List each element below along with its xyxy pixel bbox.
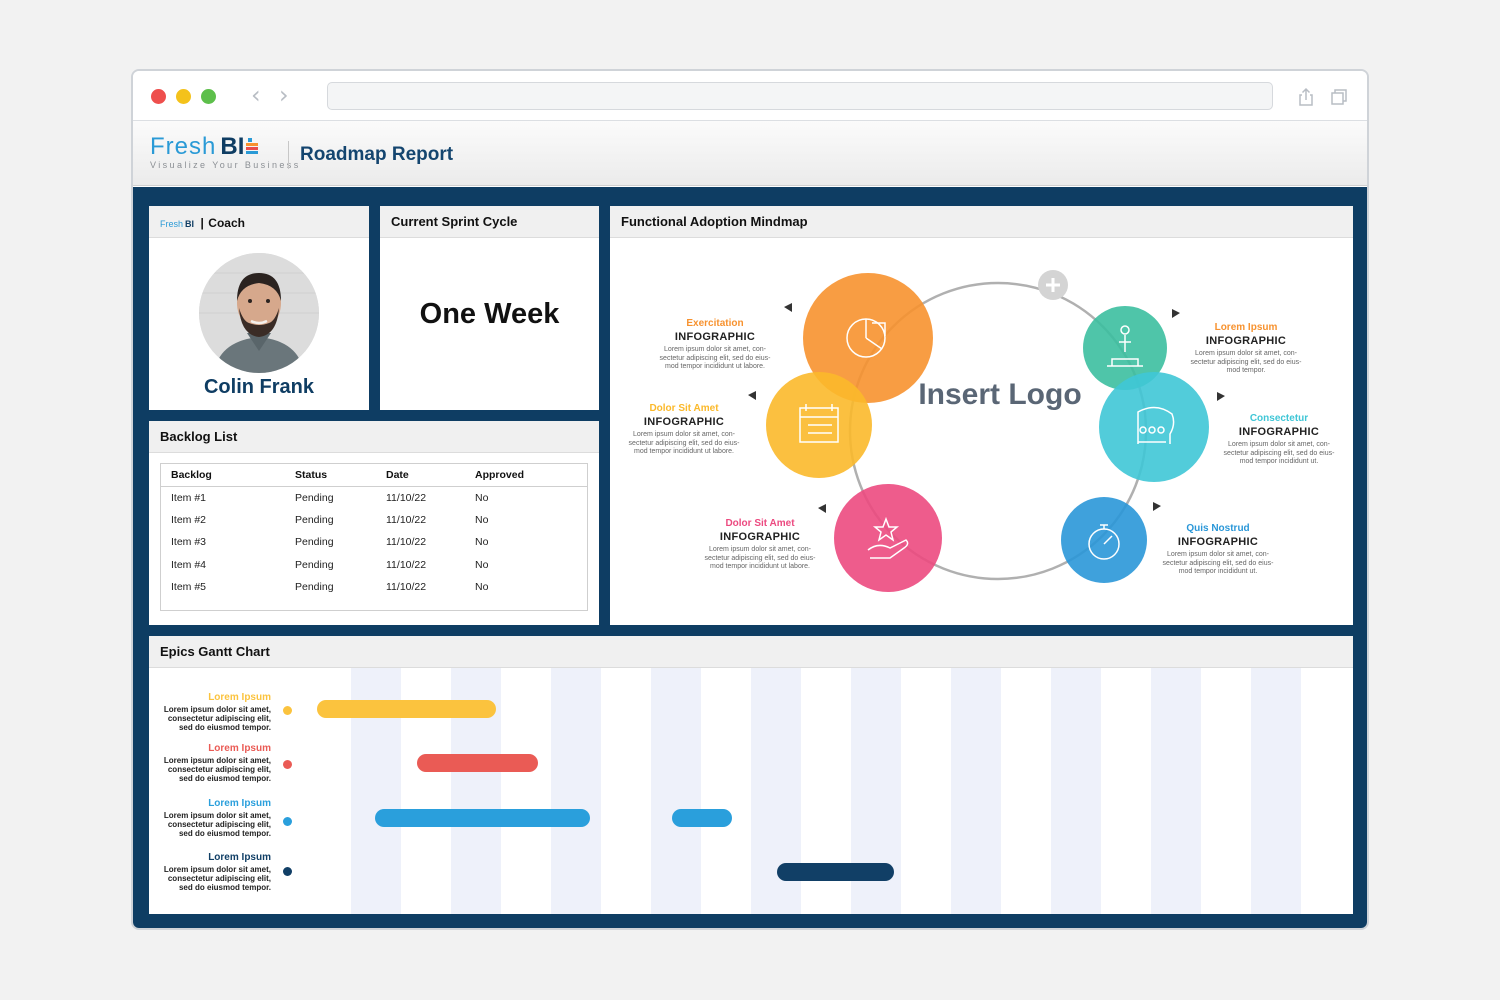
minimize-window-button[interactable]: [176, 89, 191, 104]
head-team-icon: [1137, 406, 1175, 444]
table-cell: Item #5: [171, 581, 207, 594]
table-cell: Pending: [295, 513, 334, 526]
table-row[interactable]: Item #5 Pending 11/10/22 No: [161, 576, 587, 599]
sprint-card-title: Current Sprint Cycle: [391, 214, 518, 229]
table-cell: Pending: [295, 491, 334, 504]
podium-icon: [1107, 325, 1143, 367]
table-cell: Item #1: [171, 491, 207, 504]
table-cell: 11/10/22: [386, 558, 427, 571]
page-title: Roadmap Report: [300, 144, 454, 165]
maximize-window-button[interactable]: [201, 89, 216, 104]
mindmap-label-exercitation: Exercitation INFOGRAPHIC Lorem ipsum dol…: [659, 318, 771, 370]
gantt-row-label: Lorem Ipsum Lorem ipsum dolor sit amet, …: [163, 798, 271, 838]
table-row[interactable]: Item #3 Pending 11/10/22 No: [161, 531, 587, 554]
mindmap-node-orange[interactable]: [803, 273, 933, 403]
mindmap-node-blue[interactable]: [1061, 497, 1147, 583]
forward-arrow-icon[interactable]: ›: [279, 81, 289, 109]
timeline-column: [1251, 668, 1301, 914]
gantt-card: Epics Gantt Chart Lorem Ipsum Lorem ipsu…: [149, 636, 1353, 914]
column-header[interactable]: Approved: [465, 464, 587, 487]
sprint-value: One Week: [419, 298, 560, 330]
table-cell: Pending: [295, 536, 334, 549]
gantt-row-dot: [283, 706, 292, 715]
mindmap-node-pink[interactable]: [834, 484, 942, 592]
star-hand-icon: [867, 516, 909, 559]
timeline-column: [1151, 668, 1201, 914]
mindmap-card-title: Functional Adoption Mindmap: [621, 214, 808, 229]
backlog-table: Backlog Status Date Approved Item #1 Pen…: [160, 463, 588, 611]
table-cell: No: [475, 581, 489, 594]
app-header: Fresh BI Visualize Your Business Roadmap …: [133, 121, 1367, 186]
table-cell: 11/10/22: [386, 491, 427, 504]
gantt-bar[interactable]: [317, 700, 496, 718]
table-cell: Item #3: [171, 536, 207, 549]
mindmap-diagram: [748, 270, 1225, 592]
share-icon[interactable]: [1296, 87, 1316, 107]
sprint-card: Current Sprint Cycle One Week: [380, 206, 599, 410]
gantt-row-dot: [283, 817, 292, 826]
timeline-column: [551, 668, 601, 914]
table-cell: Pending: [295, 581, 334, 594]
gantt-bar[interactable]: [417, 754, 538, 772]
header-divider: [288, 141, 289, 169]
table-cell: No: [475, 558, 489, 571]
coach-card: Fresh BI | Coach: [149, 206, 369, 410]
table-cell: 11/10/22: [386, 536, 427, 549]
pie-chart-icon: [846, 318, 886, 358]
logo-bars-icon: [246, 138, 259, 154]
table-cell: 11/10/22: [386, 513, 427, 526]
table-cell: Item #4: [171, 558, 207, 571]
column-header[interactable]: Date: [376, 464, 465, 487]
table-cell: Item #2: [171, 513, 207, 526]
mindmap-label-quis: Quis Nostrud INFOGRAPHIC Lorem ipsum dol…: [1162, 523, 1274, 575]
gantt-row-label: Lorem Ipsum Lorem ipsum dolor sit amet, …: [163, 743, 271, 783]
pointer-arrows: [748, 303, 1225, 513]
gantt-row-dot: [283, 867, 292, 876]
column-header[interactable]: Status: [285, 464, 376, 487]
table-row[interactable]: Item #4 Pending 11/10/22 No: [161, 554, 587, 577]
dashboard-canvas: Fresh BI | Coach: [133, 187, 1367, 928]
gantt-row-label: Lorem Ipsum Lorem ipsum dolor sit amet, …: [163, 852, 271, 892]
mindmap-label-consectetur: Consectetur INFOGRAPHIC Lorem ipsum dolo…: [1223, 413, 1335, 465]
timeline-column: [651, 668, 701, 914]
back-arrow-icon[interactable]: ‹: [251, 81, 261, 109]
browser-window: ‹ › Fresh BI Visualize Your Business Road…: [131, 69, 1369, 930]
insert-logo-placeholder[interactable]: Insert Logo: [918, 378, 1082, 411]
calendar-icon: [799, 404, 839, 443]
gantt-card-title: Epics Gantt Chart: [160, 644, 270, 659]
add-node-button[interactable]: [1038, 270, 1068, 300]
table-cell: 11/10/22: [386, 581, 427, 594]
coach-name: Colin Frank: [203, 376, 314, 398]
mindmap-card: Functional Adoption Mindmap: [610, 206, 1353, 625]
gantt-bar[interactable]: [672, 809, 732, 827]
coach-photo: [199, 253, 319, 373]
avatar: [199, 253, 319, 373]
tabs-icon[interactable]: [1329, 87, 1349, 107]
mindmap-label-dolor-1: Dolor Sit Amet INFOGRAPHIC Lorem ipsum d…: [628, 403, 740, 455]
table-cell: No: [475, 513, 489, 526]
coach-card-title: Fresh BI | Coach: [160, 216, 245, 230]
close-window-button[interactable]: [151, 89, 166, 104]
gantt-bar[interactable]: [375, 809, 590, 827]
gantt-row-label: Lorem Ipsum Lorem ipsum dolor sit amet, …: [163, 692, 271, 732]
backlog-card-title: Backlog List: [160, 429, 238, 444]
mindmap-label-lorem: Lorem Ipsum INFOGRAPHIC Lorem ipsum dolo…: [1190, 322, 1302, 374]
table-cell: No: [475, 536, 489, 549]
stopwatch-icon: [1088, 524, 1120, 560]
gantt-bar[interactable]: [777, 863, 894, 881]
table-cell: No: [475, 491, 489, 504]
logo-tagline: Visualize Your Business: [150, 160, 301, 170]
timeline-column: [1051, 668, 1101, 914]
browser-toolbar: ‹ ›: [133, 71, 1367, 121]
mindmap-label-dolor-2: Dolor Sit Amet INFOGRAPHIC Lorem ipsum d…: [704, 518, 816, 570]
table-row[interactable]: Item #2 Pending 11/10/22 No: [161, 509, 587, 532]
timeline-column: [951, 668, 1001, 914]
table-cell: Pending: [295, 558, 334, 571]
freshbi-logo: Fresh BI Visualize Your Business: [150, 133, 301, 171]
backlog-card: Backlog List Backlog Status Date Approve…: [149, 421, 599, 625]
gantt-row-dot: [283, 760, 292, 769]
address-bar[interactable]: [327, 82, 1273, 110]
column-header[interactable]: Backlog: [161, 464, 285, 487]
table-row[interactable]: Item #1 Pending 11/10/22 No: [161, 486, 587, 509]
